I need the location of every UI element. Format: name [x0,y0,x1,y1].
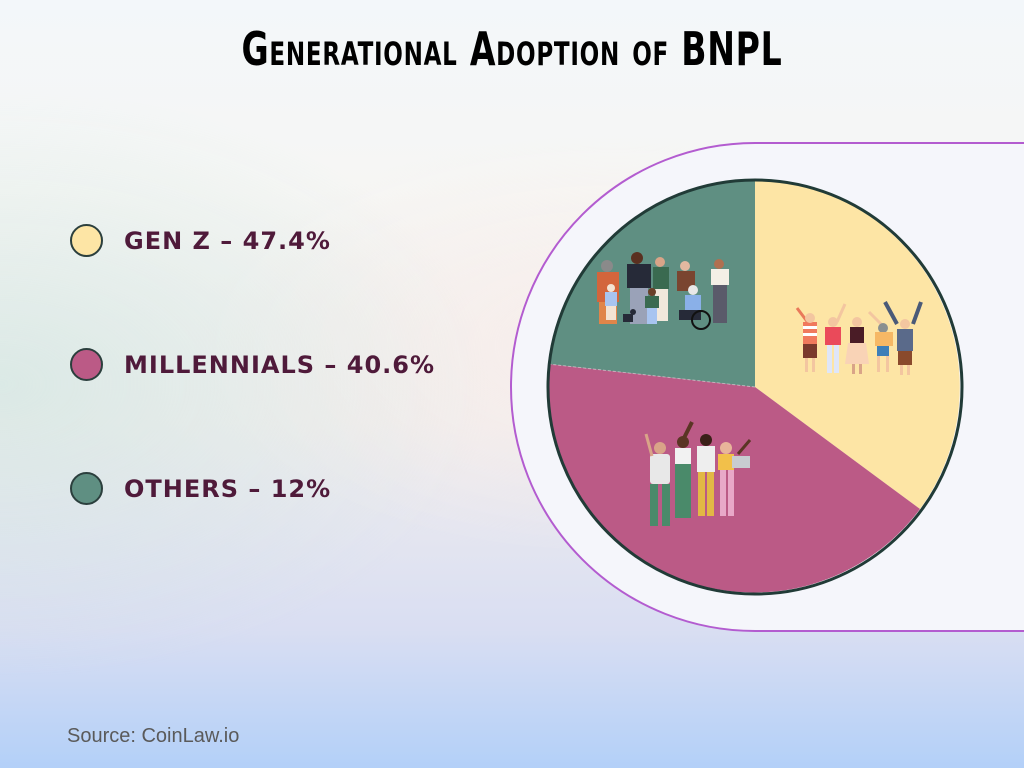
pie-chart [546,178,964,596]
others-family-illustration [597,252,729,330]
chart-title: Generational Adoption of BNPL [241,22,783,76]
legend-label-gen-z: GEN Z – 47.4% [124,226,331,255]
millennials-people-illustration [644,421,752,526]
legend-swatch-gen-z [70,224,103,257]
legend-swatch-millennials [70,348,103,381]
gen-z-people-illustration [795,301,923,375]
source-caption: Source: CoinLaw.io [67,725,240,747]
legend-item-others: OTHERS – 12% [70,472,331,505]
legend-item-gen-z: GEN Z – 47.4% [70,224,331,257]
legend-label-millennials: MILLENNIALS – 40.6% [124,350,436,379]
legend-label-others: OTHERS – 12% [124,474,332,503]
legend-item-millennials: MILLENNIALS – 40.6% [70,348,435,381]
pie-slice-others [548,179,755,387]
legend-swatch-others [70,472,103,505]
